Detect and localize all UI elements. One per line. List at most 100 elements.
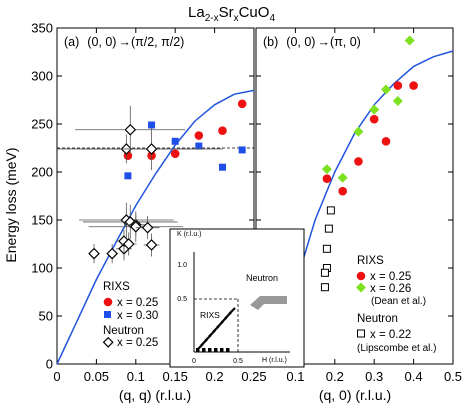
panel-b-series-rixs-0 [322, 81, 418, 196]
chart-title: La2-xSrxCuO4 [188, 4, 275, 24]
panel-b-label: (b) (0, 0) →(π, 0) [263, 35, 361, 49]
legend-b-neutron-022-label: x = 0.22 [370, 329, 411, 341]
inset-neutron-region [250, 296, 287, 310]
panel-a-x-tick-label-3: 0.15 [163, 369, 188, 384]
legend-b-rixs-026-label: x = 0.26 [370, 283, 411, 295]
panel-b-point-2-4 [320, 268, 329, 277]
panel-b-frame [255, 27, 454, 365]
panel-a-point-2-0 [88, 247, 100, 260]
panel-b-point-0-6 [409, 81, 418, 90]
panel-a-point-1-1 [148, 121, 156, 129]
panel-b-point-1-5 [392, 95, 403, 106]
panel-a-series-rixs-1 [124, 121, 246, 180]
panel-b-x-tick-label-0: 0.1 [286, 369, 304, 384]
y-tick-label-0: 0 [46, 357, 53, 372]
panel-a-point-1-5 [238, 146, 246, 154]
panel-b: 0.1 0.2 0.3 0.4 0.5 [256, 27, 462, 384]
panel-a-point-2-8 [129, 220, 142, 233]
panel-b-legend: RIXS x = 0.25 x = 0.26 (Dean et al.) Neu… [356, 255, 436, 354]
panel-b-point-1-4 [381, 84, 392, 95]
y-tick-label-1: 50 [39, 309, 53, 324]
inset-tick-h-0: 0 [192, 358, 196, 365]
panel-b-point-2-5 [320, 283, 329, 292]
panel-a: 0 0.05 0.1 0.15 0.2 0.25 0 50 100 150 200 250 300 350 [31, 21, 266, 385]
panel-a-dispersion-curve [56, 89, 255, 365]
panel-a-x-axis-label: (q, q) (r.l.u.) [119, 387, 191, 403]
panel-b-x-tick-label-4: 0.5 [444, 369, 462, 384]
panel-a-x-tick-label-1: 0.05 [84, 369, 109, 384]
legend-b-neutron-heading: Neutron [357, 313, 398, 325]
panel-b-point-2-0 [326, 206, 335, 215]
y-tick-label-5: 250 [31, 117, 53, 132]
panel-a-x-tick-label-0: 0 [53, 369, 60, 384]
panel-a-point-1-0 [124, 172, 132, 180]
panel-b-point-2-1 [324, 224, 333, 233]
inset-rixs-tick-2 [208, 348, 212, 352]
panel-b-point-0-0 [322, 174, 332, 184]
inset: 1.0 0.5 0 0.5 K (r.l.u.) H (r.l.u.) Neut… [169, 228, 305, 368]
panel-a-x-tick-label-2: 0.1 [127, 369, 145, 384]
panel-a-x-tick-label-5: 0.25 [241, 369, 266, 384]
panel-b-x-tick-label-3: 0.4 [405, 369, 423, 384]
panel-b-point-1-0 [321, 164, 332, 175]
inset-rixs-tick-5 [226, 348, 230, 352]
panel-a-point-2-1 [106, 247, 119, 260]
panel-a-point-0-2 [170, 149, 180, 159]
legend-a-neutron-025-label: x = 0.25 [117, 337, 158, 349]
inset-h-axis-label: H (r.l.u.) [262, 357, 287, 364]
legend-b-marker-rixs-025 [356, 271, 366, 281]
panel-b-point-0-2 [354, 157, 363, 166]
legend-b-marker-rixs-026 [356, 282, 366, 293]
inset-rixs-tick-3 [214, 348, 218, 352]
inset-rixs-tick-4 [220, 348, 224, 352]
panel-b-dispersion-curve [274, 50, 454, 360]
panel-a-series-neutron-2 [57, 105, 223, 264]
panel-b-point-2-2 [322, 244, 331, 253]
panel-b-series-rixs-1 [321, 35, 415, 183]
y-axis-label: Energy loss (meV) [3, 147, 19, 262]
panel-b-point-1-3 [369, 104, 380, 115]
inset-k-axis-label: K (r.l.u.) [177, 231, 202, 238]
panel-b-point-0-5 [393, 81, 403, 90]
panel-a-point-1-4 [218, 163, 226, 171]
inset-neutron-label: Neutron [246, 273, 278, 283]
panel-a-point-2-9 [141, 221, 154, 234]
panel-b-series-neutron-2 [320, 206, 335, 292]
inset-tick-k-10: 1.0 [177, 262, 187, 269]
panel-a-point-1-2 [171, 137, 179, 145]
panel-a-point-2-12 [124, 123, 137, 136]
legend-a-rixs-030-label: x = 0.30 [117, 310, 158, 322]
panel-b-x-tick-label-1: 0.2 [326, 369, 344, 384]
legend-b-dean-note: (Dean et al.) [371, 296, 426, 307]
inset-rixs-tick-0 [196, 348, 200, 352]
panel-b-point-1-2 [353, 126, 364, 137]
legend-b-lipscombe-note: (Lipscombe et al.) [357, 343, 436, 354]
legend-a-marker-neutron-025 [102, 336, 114, 348]
panel-a-point-0-5 [237, 99, 247, 109]
inset-rixs-tick-1 [202, 348, 206, 352]
panel-b-point-0-1 [338, 186, 347, 196]
legend-a-neutron-heading: Neutron [103, 325, 144, 337]
legend-a-marker-rixs-025 [103, 297, 113, 307]
panel-a-label: (a) (0, 0) →(π/2, π/2) [64, 35, 184, 49]
inset-rixs-label: RIXS [200, 310, 220, 320]
inset-tick-h-05: 0.5 [233, 358, 243, 365]
inset-rixs-stripe-8 [228, 307, 236, 315]
panel-a-point-2-10 [145, 239, 158, 251]
panel-a-point-0-3 [194, 131, 204, 140]
panel-a-x-tick-label-4: 0.2 [206, 369, 224, 384]
y-tick-label-4: 200 [31, 165, 53, 180]
panel-a-point-2-5 [122, 238, 135, 250]
legend-a-marker-rixs-030 [104, 311, 111, 318]
y-tick-label-3: 150 [31, 213, 53, 228]
panel-a-frame [56, 27, 255, 365]
y-tick-label-7: 350 [31, 21, 53, 36]
panel-b-point-0-3 [369, 114, 379, 124]
inset-rixs-stripes [196, 307, 236, 352]
legend-a-rixs-025-label: x = 0.25 [117, 297, 158, 309]
panel-a-point-0-4 [218, 126, 227, 136]
y-tick-label-2: 100 [31, 261, 53, 276]
legend-a-rixs-heading: RIXS [103, 281, 130, 293]
inset-tick-k-05: 0.5 [177, 296, 187, 303]
